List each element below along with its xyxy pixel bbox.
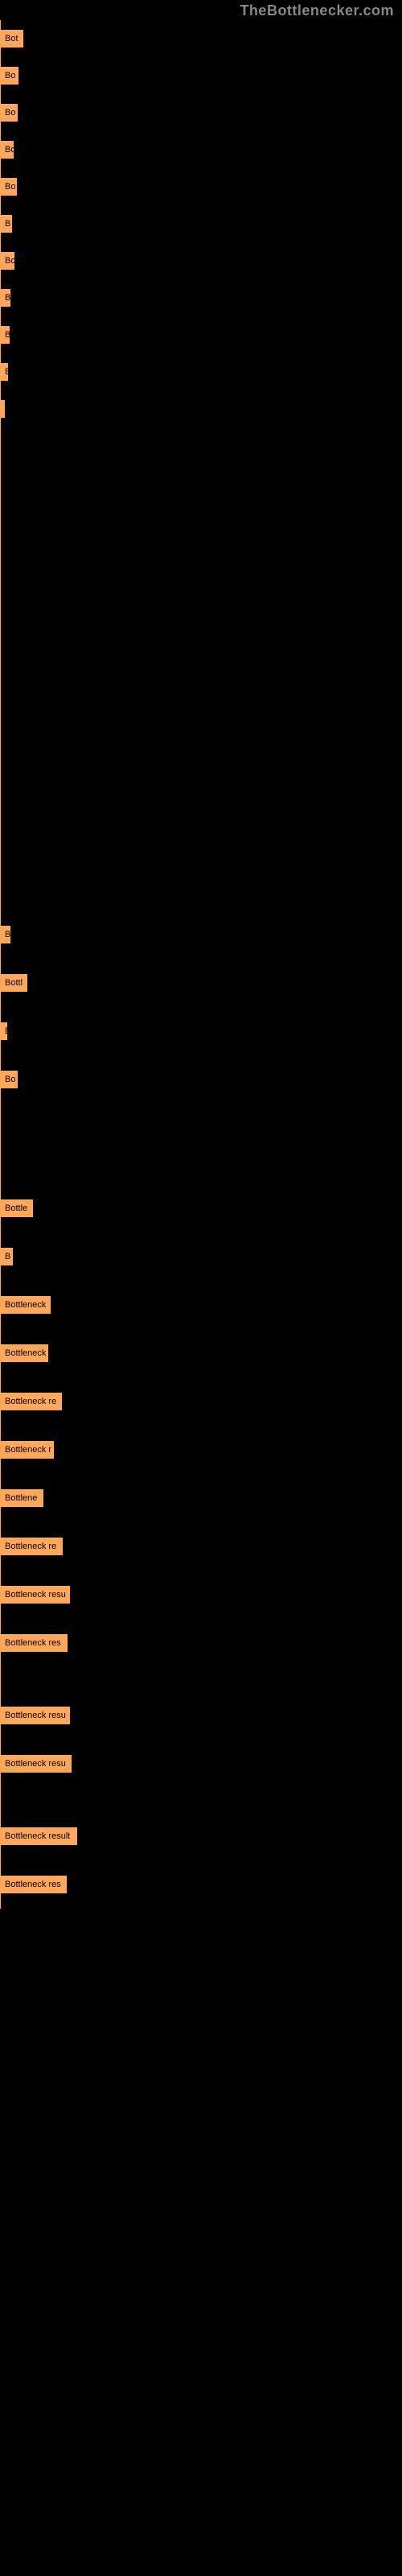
bar: B [0, 1022, 8, 1041]
bar: Bo [0, 1070, 18, 1089]
bar: Bottle [0, 1199, 34, 1218]
bar: B [0, 1247, 14, 1266]
bar-row: Bo [0, 242, 402, 279]
bar-row: Bottlene [0, 1474, 402, 1522]
bar-row: B [0, 910, 402, 959]
bar-row: Bottleneck [0, 1329, 402, 1377]
bar-row: Bo [0, 131, 402, 168]
bar-row: B [0, 1232, 402, 1281]
bar-row: Bo [0, 1055, 402, 1104]
bar-row: Bo [0, 168, 402, 205]
bar-row [0, 390, 402, 427]
bar: Bottl [0, 973, 28, 993]
bar: Bot [0, 29, 24, 48]
bar: Bottleneck res [0, 1875, 68, 1894]
bar: Bo [0, 66, 19, 85]
bar-row: B [0, 279, 402, 316]
bar: B [0, 925, 11, 944]
bar: B [0, 288, 11, 308]
bar-chart: Bot Bo Bo Bo Bo B Bo B B B [0, 0, 402, 1909]
bar: B [0, 325, 10, 345]
bar: Bottlene [0, 1488, 44, 1508]
bar: Bo [0, 103, 18, 122]
bar-row: Bo [0, 94, 402, 131]
bar: Bottleneck r [0, 1440, 55, 1459]
bar-row: Bot [0, 20, 402, 57]
bar-row: Bottleneck resu [0, 1571, 402, 1619]
bar: Bottleneck re [0, 1392, 63, 1411]
bar: B [0, 214, 13, 233]
chart-section-1: Bot Bo Bo Bo Bo B Bo B B B [0, 20, 402, 427]
bar-row: Bottleneck result [0, 1812, 402, 1860]
bar-row: Bottleneck r [0, 1426, 402, 1474]
chart-gap-small [0, 1104, 402, 1184]
bar-row: Bottleneck res [0, 1860, 402, 1909]
bar-row: Bottleneck resu [0, 1691, 402, 1740]
bar: B [0, 362, 9, 382]
bar: Bottleneck [0, 1344, 49, 1363]
spacer [0, 1667, 402, 1691]
chart-gap [0, 427, 402, 910]
bar-row: B [0, 205, 402, 242]
bar: Bottleneck result [0, 1827, 78, 1846]
bar [0, 399, 6, 419]
bar: Bo [0, 177, 18, 196]
bar: Bottleneck res [0, 1633, 68, 1653]
bar: Bo [0, 140, 14, 159]
bar-row: Bottleneck resu [0, 1740, 402, 1788]
bar: Bottleneck resu [0, 1706, 71, 1725]
bar-row: Bo [0, 57, 402, 94]
bar: Bottleneck [0, 1295, 51, 1315]
bar: Bottleneck resu [0, 1585, 71, 1604]
bar-row: Bottleneck re [0, 1522, 402, 1571]
chart-section-3: Bottle B Bottleneck Bottleneck Bottlenec… [0, 1184, 402, 1909]
bar-row: Bottleneck [0, 1281, 402, 1329]
chart-section-2: B Bottl B Bo [0, 910, 402, 1104]
bar: Bo [0, 251, 15, 270]
bar-row: B [0, 353, 402, 390]
y-axis [0, 20, 1, 1909]
bar-row: Bottle [0, 1184, 402, 1232]
bar-row: B [0, 316, 402, 353]
bar-row: Bottl [0, 959, 402, 1007]
bar-row: Bottleneck re [0, 1377, 402, 1426]
bar-row: Bottleneck res [0, 1619, 402, 1667]
bar: Bottleneck resu [0, 1754, 72, 1773]
bar-row: B [0, 1007, 402, 1055]
spacer [0, 1788, 402, 1812]
bar: Bottleneck re [0, 1537, 64, 1556]
